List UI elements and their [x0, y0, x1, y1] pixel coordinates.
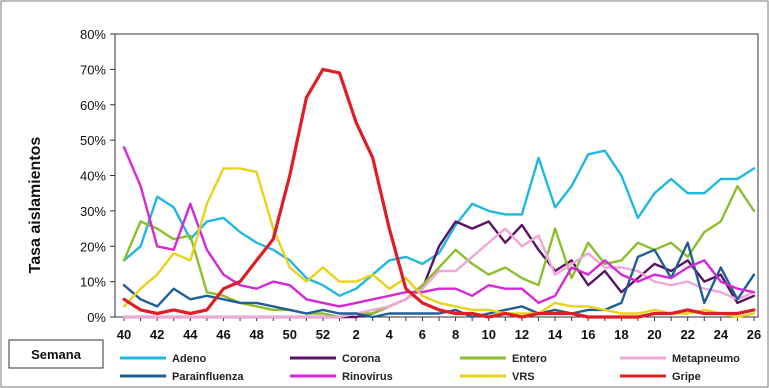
x-tick-label: 24: [714, 327, 729, 342]
legend-label-gripe: Gripe: [672, 371, 701, 383]
x-axis-label-box: Semana: [8, 339, 104, 369]
y-tick-label: 70%: [80, 62, 106, 77]
y-tick-label: 10%: [80, 275, 106, 290]
y-tick-label: 20%: [80, 239, 106, 254]
x-tick-label: 40: [117, 327, 131, 342]
x-tick-label: 44: [183, 327, 198, 342]
y-tick-label: 80%: [80, 27, 106, 42]
x-axis-label: Semana: [31, 347, 82, 362]
x-tick-label: 6: [419, 327, 426, 342]
x-tick-label: 16: [581, 327, 595, 342]
legend-label-rinovirus: Rinovirus: [342, 371, 393, 383]
series-line-adeno: [122, 149, 756, 297]
series-line-parainfluenza: [122, 241, 756, 319]
legend-label-parainfluenza: Parainfluenza: [172, 371, 244, 383]
y-tick-label: 0%: [87, 310, 106, 325]
legend-label-metapneumo: Metapneumo: [672, 353, 740, 365]
legend-label-corona: Corona: [342, 353, 381, 365]
x-tick-label: 2: [352, 327, 359, 342]
y-tick-label: 60%: [80, 98, 106, 113]
x-tick-label: 26: [747, 327, 761, 342]
y-tick-label: 30%: [80, 204, 106, 219]
x-tick-label: 18: [614, 327, 628, 342]
x-tick-label: 14: [548, 327, 563, 342]
x-tick-label: 46: [216, 327, 230, 342]
y-tick-label: 50%: [80, 133, 106, 148]
legend-label-entero: Entero: [512, 353, 547, 365]
series-line-gripe: [122, 67, 756, 319]
x-tick-label: 52: [316, 327, 330, 342]
y-axis-label: Tasa aislamientos: [27, 137, 44, 274]
x-tick-label: 22: [680, 327, 694, 342]
y-axis: 0% 10% 20% 30% 40% 50% 60% 70% 80%: [80, 27, 115, 325]
x-tick-label: 12: [515, 327, 529, 342]
series-line-rinovirus: [122, 145, 756, 308]
x-tick-label: 10: [482, 327, 496, 342]
x-tick-label: 50: [283, 327, 297, 342]
legend: Adeno Corona Entero Metapneumo Parainfluenza…: [120, 353, 740, 383]
x-tick-label: 4: [386, 327, 394, 342]
x-tick-label: 42: [150, 327, 164, 342]
series-line-vrs: [122, 167, 756, 319]
x-axis: 40 42 44 46 48 50 52 2 4 6 8 10 12 14 16 18 20 22 24 26: [117, 317, 761, 342]
x-tick-label: 20: [647, 327, 661, 342]
y-tick-label: 40%: [80, 169, 106, 184]
legend-label-adeno: Adeno: [172, 353, 207, 365]
x-tick-label: 48: [249, 327, 263, 342]
series-line-entero: [122, 184, 756, 319]
series-lines: [122, 67, 756, 319]
x-tick-label: 8: [452, 327, 459, 342]
legend-label-vrs: VRS: [512, 371, 535, 383]
